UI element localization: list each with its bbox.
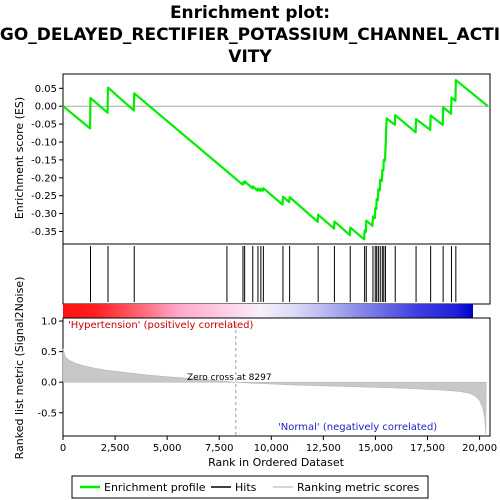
hits-panel-frame bbox=[62, 243, 491, 305]
legend-hits-label: Hits bbox=[235, 481, 257, 494]
metric-panel: 1.0 0.5 0.0 -0.5 'Hypertension' (positively… bbox=[13, 277, 491, 460]
x-axis-ticks: 0 2,500 5,000 7,500 10,000 12,500 15,000 17,500… bbox=[60, 436, 497, 454]
ranking-metric-area bbox=[62, 348, 487, 435]
es-tick-label: -0.10 bbox=[31, 138, 57, 149]
metric-tick-label: 0.5 bbox=[41, 347, 57, 358]
legend-metric-label: Ranking metric scores bbox=[297, 481, 419, 494]
metric-tick-label: 0.0 bbox=[41, 378, 57, 389]
negative-annotation: 'Normal' (negatively correlated) bbox=[278, 422, 437, 433]
es-tick-label: -0.05 bbox=[31, 120, 57, 131]
hit-marks bbox=[89, 246, 457, 302]
metric-axis-ticks: 1.0 0.5 0.0 -0.5 bbox=[37, 317, 63, 419]
x-tick-label: 20,000 bbox=[462, 443, 497, 454]
hits-panel bbox=[62, 243, 491, 305]
x-axis-label: Rank in Ordered Dataset bbox=[208, 456, 345, 469]
x-tick-label: 0 bbox=[60, 443, 66, 454]
title-line-3: VITY bbox=[228, 47, 272, 67]
es-tick-label: -0.20 bbox=[31, 173, 57, 184]
es-tick-label: -0.25 bbox=[31, 191, 57, 202]
title-line-2: GO_DELAYED_RECTIFIER_POTASSIUM_CHANNEL_A… bbox=[0, 25, 500, 45]
x-tick-label: 2,500 bbox=[101, 443, 130, 454]
x-tick-label: 5,000 bbox=[153, 443, 182, 454]
es-tick-label: 0.05 bbox=[35, 84, 57, 95]
es-axis-label: Enrichment score (ES) bbox=[13, 97, 26, 219]
es-tick-label: -0.30 bbox=[31, 209, 57, 220]
es-panel-frame bbox=[62, 73, 491, 245]
es-tick-label: 0.00 bbox=[35, 102, 57, 113]
es-axis-ticks: 0.05 0.00 -0.05 -0.10 -0.15 -0.20 -0.25 -0.30 -0… bbox=[31, 84, 63, 238]
metric-tick-label: 1.0 bbox=[41, 317, 57, 328]
x-tick-label: 10,000 bbox=[254, 443, 289, 454]
es-tick-label: -0.15 bbox=[31, 155, 57, 166]
metric-axis-label: Ranked list metric (Signal2Noise) bbox=[13, 277, 26, 460]
metric-tick-label: -0.5 bbox=[37, 408, 57, 419]
legend-box bbox=[71, 475, 429, 499]
x-tick-label: 12,500 bbox=[306, 443, 341, 454]
es-panel: 0.05 0.00 -0.05 -0.10 -0.15 -0.20 -0.25 -0.30 -0… bbox=[13, 73, 491, 245]
legend: Enrichment profile Hits Ranking metric s… bbox=[71, 475, 429, 499]
zero-cross-annotation: Zero cross at 8297 bbox=[187, 373, 272, 383]
positive-annotation: 'Hypertension' (positively correlated) bbox=[68, 320, 254, 331]
x-tick-label: 15,000 bbox=[358, 443, 393, 454]
rank-color-bar bbox=[63, 304, 473, 318]
x-tick-label: 17,500 bbox=[410, 443, 445, 454]
legend-enrichment-label: Enrichment profile bbox=[104, 481, 206, 494]
x-tick-label: 7,500 bbox=[205, 443, 234, 454]
title-line-1: Enrichment plot: bbox=[170, 3, 330, 23]
es-tick-label: -0.35 bbox=[31, 227, 57, 238]
enrichment-profile-line bbox=[62, 78, 489, 241]
